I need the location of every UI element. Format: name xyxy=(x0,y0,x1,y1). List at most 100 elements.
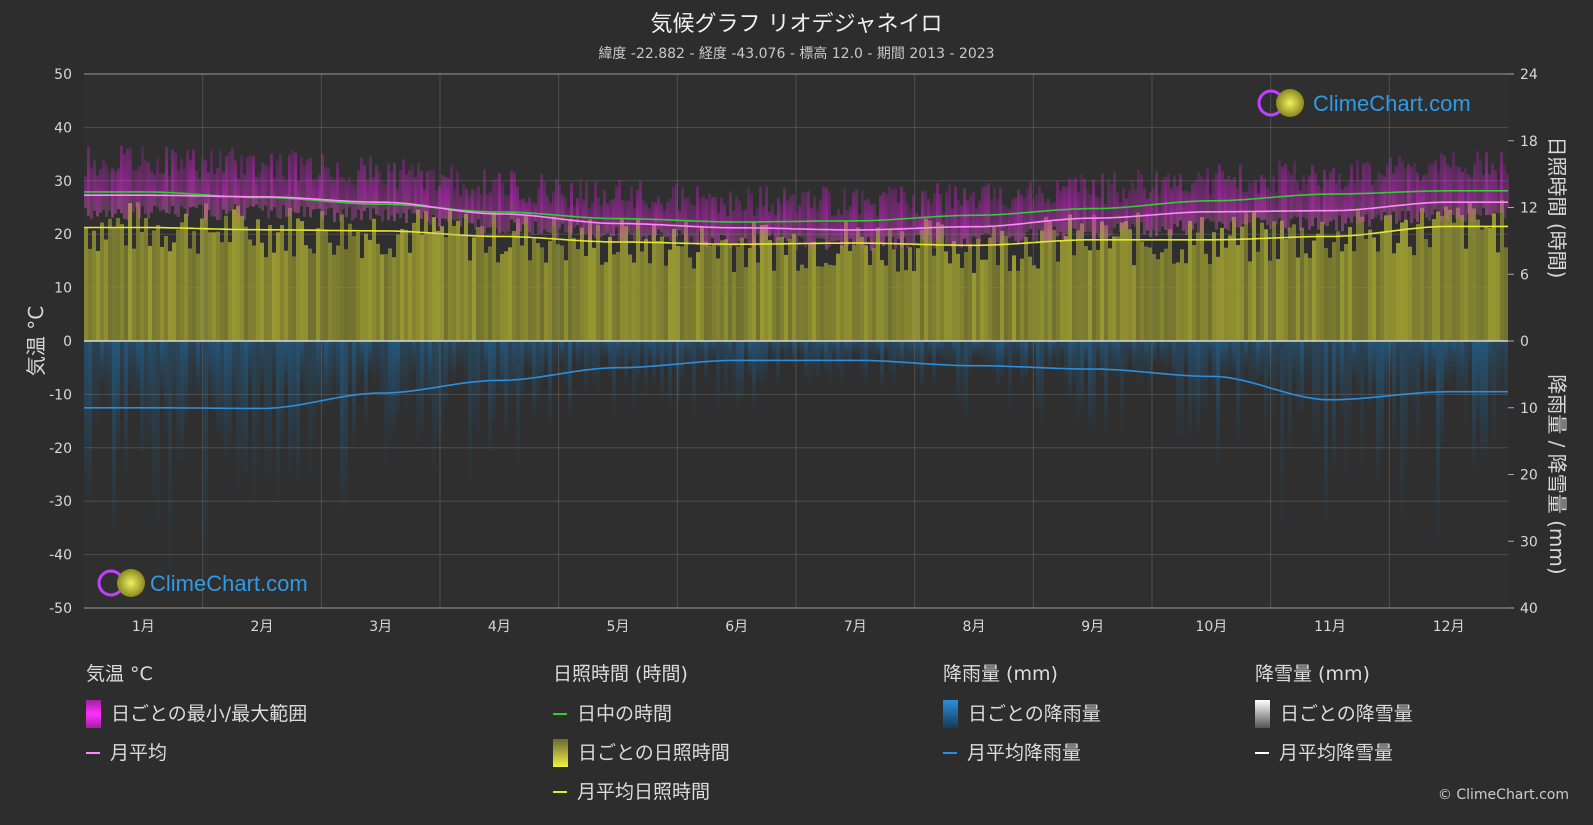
rain-bar xyxy=(92,341,96,425)
sunshine-bar xyxy=(592,247,596,341)
sunshine-bar xyxy=(1208,263,1212,341)
sunshine-bar xyxy=(812,241,816,341)
temp-range-bar xyxy=(513,172,516,223)
legend-temperature: 気温 °C 日ごとの最小/最大範囲 月平均 xyxy=(86,660,307,778)
left-tick-label: -30 xyxy=(49,494,72,510)
rain-bar xyxy=(1092,341,1096,432)
rain-bar xyxy=(1120,341,1124,436)
temp-range-bar xyxy=(123,154,126,219)
temp-range-bar xyxy=(648,208,651,235)
temp-range-bar xyxy=(390,171,393,216)
rain-bar xyxy=(1396,341,1400,394)
rain-bar xyxy=(784,341,788,362)
rain-bar xyxy=(128,341,132,389)
rain-bar xyxy=(1068,341,1072,402)
temp-range-bar xyxy=(939,194,942,243)
rain-bar xyxy=(1344,341,1348,481)
rain-bar xyxy=(364,341,368,426)
temp-range-bar xyxy=(387,163,390,221)
temp-range-bar xyxy=(1236,187,1239,228)
rain-bar xyxy=(1116,341,1120,380)
sunshine-bar xyxy=(640,251,644,341)
sunshine-bar xyxy=(380,254,384,341)
temp-range-bar xyxy=(696,186,699,246)
sunshine-bar xyxy=(636,218,640,341)
rain-bar xyxy=(172,341,176,416)
watermark-text: ClimeChart.com xyxy=(1313,91,1471,116)
month-label: 11月 xyxy=(1314,619,1346,635)
rain-bar xyxy=(504,341,508,431)
sunshine-bar xyxy=(1244,212,1248,341)
rain-bar xyxy=(1384,341,1388,398)
temp-range-bar xyxy=(1101,173,1104,232)
sunshine-bar xyxy=(1204,253,1208,341)
rain-bar xyxy=(724,341,728,394)
temp-range-bar xyxy=(369,155,372,220)
sunshine-bar xyxy=(1120,222,1124,341)
sunshine-bar xyxy=(524,215,528,341)
sunshine-bar xyxy=(204,203,208,341)
legend-rain: 降雨量 (mm) 日ごとの降雨量 月平均降雨量 xyxy=(943,660,1101,778)
left-tick-label: 40 xyxy=(54,120,72,136)
temp-range-bar xyxy=(507,195,510,232)
rain-bar xyxy=(240,341,244,468)
temp-range-bar xyxy=(588,208,591,241)
sunshine-bar xyxy=(100,222,104,341)
sunshine-bar xyxy=(1232,216,1236,341)
sunshine-bar xyxy=(1416,223,1420,341)
sunshine-bar xyxy=(908,247,912,341)
rain-bar xyxy=(948,341,952,370)
temp-range-bar xyxy=(1233,177,1236,229)
sunshine-bar xyxy=(288,207,292,341)
temp-range-bar xyxy=(246,157,249,208)
temp-range-bar xyxy=(534,203,537,222)
rain-bar xyxy=(304,341,308,414)
rain-bar xyxy=(752,341,756,412)
rain-bar xyxy=(124,341,128,473)
rain-bar xyxy=(532,341,536,420)
temp-range-bar xyxy=(984,185,987,234)
temp-range-bar xyxy=(639,180,642,241)
rain-bar xyxy=(864,341,868,382)
temp-range-bar xyxy=(1140,173,1143,223)
temp-range-bar xyxy=(1041,192,1044,243)
rain-bar xyxy=(88,341,92,501)
sunshine-bar xyxy=(744,267,748,341)
rain-bar xyxy=(1176,341,1180,438)
temp-range-bar xyxy=(102,159,105,211)
temp-range-bar xyxy=(207,172,210,211)
sunshine-bar xyxy=(956,253,960,341)
sunshine-bar xyxy=(216,231,220,341)
rain-bar xyxy=(548,341,552,422)
temp-range-bar xyxy=(1008,208,1011,238)
rain-bar xyxy=(1292,341,1296,383)
rain-bar xyxy=(1152,341,1156,363)
temp-range-bar xyxy=(780,203,783,236)
sunshine-bar xyxy=(468,260,472,341)
rain-bar xyxy=(672,341,676,372)
sunshine-bar xyxy=(268,224,272,341)
sunshine-bar xyxy=(792,233,796,341)
temp-range-bar xyxy=(672,185,675,244)
temp-range-bar xyxy=(441,174,444,219)
rain-bar xyxy=(284,341,288,390)
sunshine-bar xyxy=(1132,265,1136,341)
temp-range-bar xyxy=(1470,177,1473,223)
sunshine-bar xyxy=(1252,212,1256,341)
rain-bar xyxy=(620,341,624,369)
temp-range-bar xyxy=(1371,184,1374,219)
sunshine-bar xyxy=(328,242,332,341)
rain-bar xyxy=(336,341,340,400)
rain-bar xyxy=(500,341,504,394)
sunshine-bar xyxy=(1484,227,1488,341)
sunshine-bar xyxy=(688,257,692,341)
temp-range-bar xyxy=(414,177,417,214)
rain-bar xyxy=(844,341,848,361)
temp-range-bar xyxy=(1131,180,1134,224)
sunshine-bar xyxy=(364,233,368,341)
sunshine-bar xyxy=(716,258,720,341)
temp-range-bar xyxy=(864,200,867,246)
sunshine-bar xyxy=(1412,255,1416,341)
sunshine-bar xyxy=(1056,261,1060,341)
left-tick-label: 0 xyxy=(63,334,72,350)
